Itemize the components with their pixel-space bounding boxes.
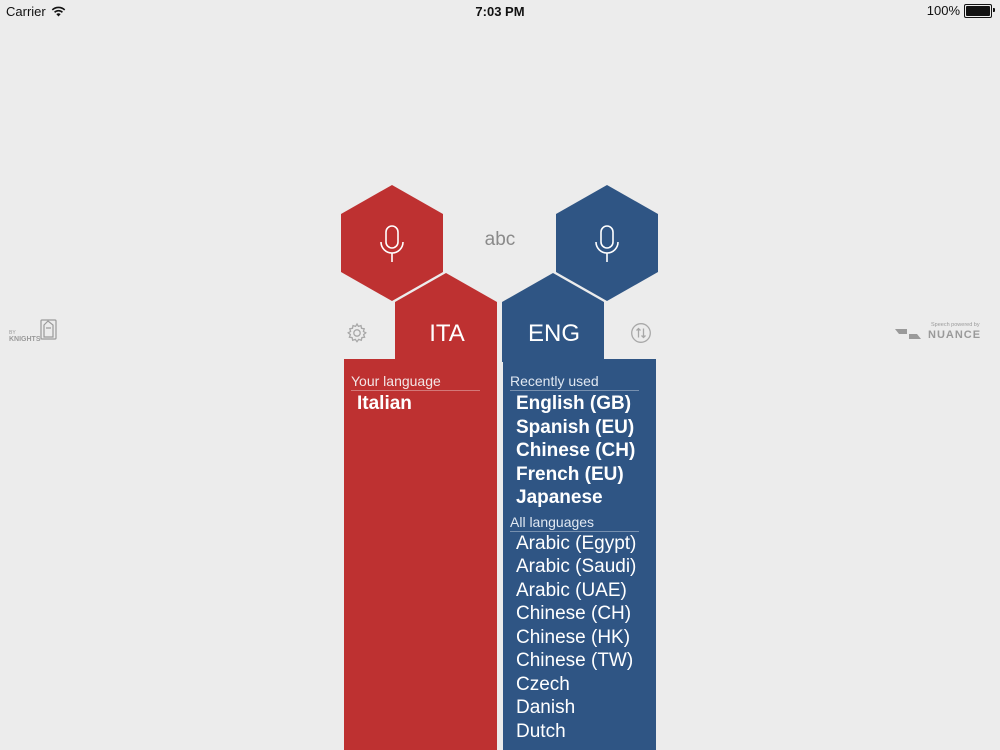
target-mic-button[interactable] bbox=[555, 184, 659, 302]
microphone-icon bbox=[555, 225, 659, 265]
logo-small-text: BY bbox=[9, 330, 16, 336]
knights-logo: BY KNIGHTS bbox=[8, 316, 60, 351]
language-option[interactable]: Spanish (EU) bbox=[516, 416, 635, 438]
nuance-logo: Speech powered by NUANCE bbox=[893, 319, 985, 350]
microphone-icon bbox=[340, 225, 444, 265]
status-bar: Carrier 7:03 PM 100% bbox=[0, 0, 1000, 22]
source-language-panel: Your language Italian bbox=[344, 359, 497, 750]
your-language-header: Your language bbox=[351, 373, 480, 391]
language-option[interactable]: Arabic (Saudi) bbox=[516, 556, 637, 577]
language-option[interactable]: Arabic (UAE) bbox=[516, 579, 627, 601]
logo-main-text: NUANCE bbox=[928, 329, 981, 341]
language-option[interactable]: French (EU) bbox=[516, 463, 624, 485]
source-language-tab[interactable]: ITA bbox=[395, 272, 499, 362]
wifi-icon bbox=[51, 6, 65, 17]
source-mic-button[interactable] bbox=[340, 184, 444, 302]
recently-used-header: Recently used bbox=[510, 373, 639, 391]
logo-main-text: KNIGHTS bbox=[9, 336, 41, 343]
all-language-list: Arabic (Egypt) Arabic (Saudi) Arabic (UAE)… bbox=[503, 532, 656, 744]
language-option[interactable]: Japanese bbox=[516, 487, 603, 508]
target-language-tab[interactable]: ENG bbox=[502, 272, 606, 362]
battery-icon bbox=[964, 3, 995, 18]
target-language-panel: Recently used English (GB) Spanish (EU) Ch… bbox=[503, 359, 656, 750]
language-option[interactable]: Italian bbox=[357, 393, 412, 414]
status-battery-group: 100% bbox=[926, 3, 995, 18]
language-option[interactable]: Chinese (CH) bbox=[516, 603, 632, 624]
language-option[interactable]: Danish bbox=[516, 697, 576, 718]
target-language-code: ENG bbox=[527, 320, 580, 347]
gear-icon[interactable] bbox=[346, 322, 368, 349]
language-option[interactable]: Chinese (TW) bbox=[516, 650, 634, 671]
language-option[interactable]: English (GB) bbox=[516, 393, 632, 414]
recent-language-list: English (GB) Spanish (EU) Chinese (CH) Fren… bbox=[503, 392, 656, 510]
logo-small-text: Speech powered by bbox=[931, 322, 980, 328]
language-option[interactable]: Dutch bbox=[516, 720, 566, 742]
status-time: 7:03 PM bbox=[475, 4, 525, 19]
status-carrier: Carrier bbox=[6, 4, 66, 19]
source-language-code: ITA bbox=[429, 320, 465, 347]
source-language-list: Italian bbox=[344, 392, 497, 416]
battery-percent: 100% bbox=[926, 3, 960, 18]
battery-fill bbox=[966, 5, 990, 16]
all-languages-header: All languages bbox=[510, 514, 639, 532]
language-option[interactable]: Czech bbox=[516, 673, 570, 695]
language-option[interactable]: Arabic (Egypt) bbox=[516, 532, 637, 554]
carrier-label: Carrier bbox=[6, 4, 46, 19]
language-option[interactable]: Chinese (HK) bbox=[516, 626, 631, 648]
swap-arrows-icon[interactable] bbox=[630, 322, 652, 349]
text-input-mode-button[interactable]: abc bbox=[484, 229, 516, 250]
language-option[interactable]: Chinese (CH) bbox=[516, 440, 636, 461]
